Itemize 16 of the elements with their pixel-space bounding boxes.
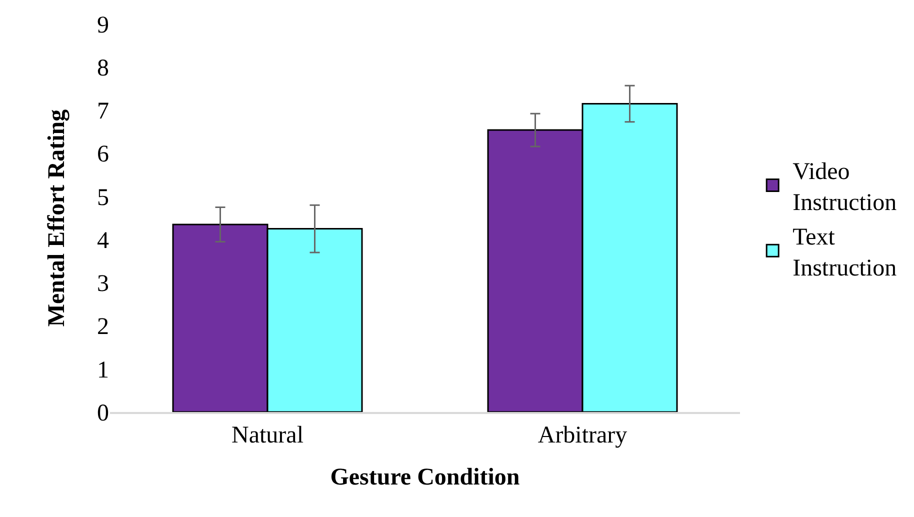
x-axis-title: Gesture Condition [330, 464, 520, 490]
y-tick-label: 0 [97, 400, 109, 426]
y-tick-label: 5 [97, 184, 109, 211]
y-tick-label: 1 [97, 357, 109, 384]
y-tick-label: 3 [97, 271, 109, 298]
x-tick-label: Natural [232, 422, 304, 449]
x-tick-label: Arbitrary [538, 422, 628, 449]
y-tick-label: 2 [97, 314, 109, 340]
y-tick-label: 9 [97, 12, 109, 38]
legend-label: Video Instruction [792, 158, 897, 216]
y-axis-title: Mental Effort Rating [44, 109, 70, 327]
y-tick-label: 7 [97, 98, 109, 125]
y-tick-label: 4 [97, 228, 109, 254]
y-tick-label: 8 [97, 56, 109, 82]
legend-label: Text Instruction [792, 224, 897, 282]
y-tick-label: 6 [97, 142, 109, 168]
